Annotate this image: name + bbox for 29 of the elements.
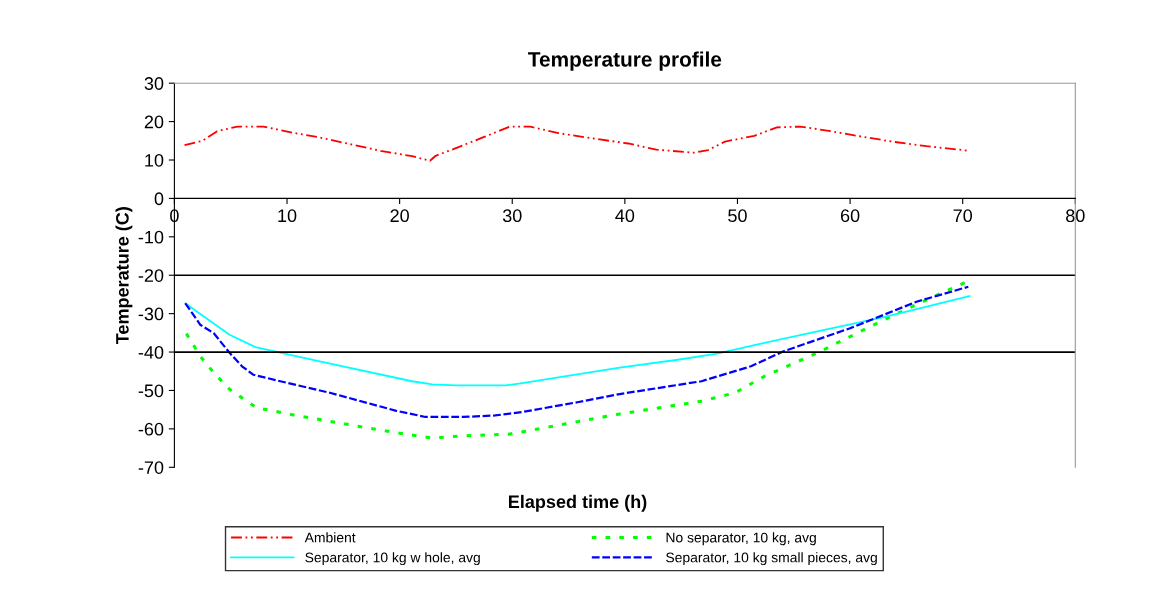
y-tick-label: 30 xyxy=(144,77,164,90)
y-tick-label: -70 xyxy=(138,461,164,474)
y-tick-label: -20 xyxy=(138,269,164,282)
chart-title: Temperature profile xyxy=(528,51,722,71)
y-tick-label: 20 xyxy=(144,115,164,129)
y-tick-label: 10 xyxy=(145,153,164,167)
x-tick-label: 50 xyxy=(728,209,747,223)
y-tick-label: -40 xyxy=(138,345,164,359)
legend-label: Separator, 10 kg w hole, avg xyxy=(305,552,480,566)
y-tick-label: 0 xyxy=(154,192,164,206)
x-tick-label: 30 xyxy=(502,209,522,223)
y-tick-label: -60 xyxy=(138,422,164,436)
line-series xyxy=(184,295,971,387)
y-axis-title: Temperature (C) xyxy=(115,207,133,345)
x-tick-label: 60 xyxy=(840,209,860,223)
x-tick-label: 10 xyxy=(278,209,297,223)
x-tick-label: 20 xyxy=(390,209,409,223)
y-tick-label: -50 xyxy=(138,384,164,398)
x-tick-label: 70 xyxy=(953,209,973,223)
y-tick-label: -30 xyxy=(138,307,164,321)
x-axis-title: Elapsed time (h) xyxy=(508,494,647,512)
legend-label: Separator, 10 kg small pieces, avg xyxy=(666,552,877,566)
line-series xyxy=(184,285,970,419)
x-tick-label: 40 xyxy=(615,209,635,223)
x-tick-label: 80 xyxy=(1066,209,1085,223)
legend-label: No separator, 10 kg, avg xyxy=(666,532,816,546)
y-tick-label: -10 xyxy=(138,230,164,244)
line-series xyxy=(184,281,967,440)
legend-label: Ambient xyxy=(304,532,356,543)
